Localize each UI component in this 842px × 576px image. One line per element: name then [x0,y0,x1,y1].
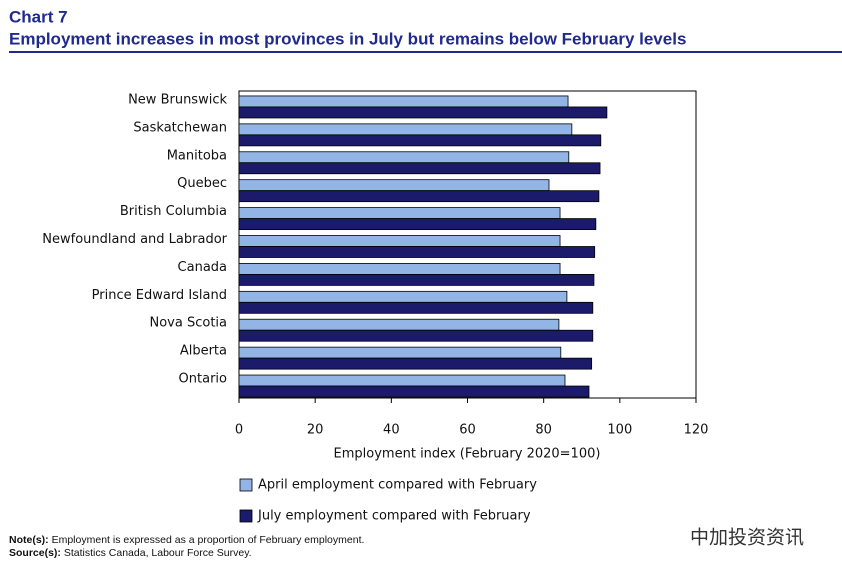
bar [238,301,594,314]
source-text: Statistics Canada, Labour Force Survey. [64,547,252,559]
x-tick-label: 60 [459,423,476,438]
y-tick-label: Ontario [179,372,227,387]
bar [238,123,573,136]
bar [238,246,596,258]
y-tick-label: Manitoba [167,148,227,163]
x-tick-label: 20 [307,423,324,438]
chart-subtitle: Employment increases in most provinces i… [9,29,686,48]
bar [238,151,570,164]
x-tick-label: 100 [607,423,632,438]
y-tick-label: Saskatchewan [133,120,227,135]
x-tick-label: 120 [684,423,709,438]
y-tick-label: Prince Edward Island [92,288,227,303]
x-axis-label: Employment index (February 2020=100) [334,447,601,462]
bar [238,190,600,203]
bar [238,95,569,108]
bar [238,207,561,219]
x-tick-label: 0 [235,423,243,438]
bar [238,134,602,147]
note: Note(s): Employment is expressed as a pr… [9,534,364,546]
bar [238,329,594,342]
source: Source(s): Statistics Canada, Labour For… [9,547,252,559]
bar [238,290,568,303]
bar [238,218,597,230]
note-label: Note(s): [9,534,49,546]
bar [238,374,566,387]
legend-label: July employment compared with February [257,509,531,524]
bar [238,346,562,359]
legend-label: April employment compared with February [258,478,537,493]
bar [238,357,593,370]
bar [238,179,550,192]
y-tick-label: New Brunswick [128,92,227,107]
x-tick-label: 80 [535,423,552,438]
chart-title: Chart 7 [9,7,68,26]
x-tick-label: 40 [383,423,400,438]
bar [238,318,560,331]
y-tick-label: Newfoundland and Labrador [42,232,227,247]
y-tick-label: Canada [178,260,227,275]
bar [238,274,595,286]
bar [238,385,590,398]
bar [238,263,561,275]
y-tick-label: Quebec [177,176,227,191]
watermark: 中加投资资讯 [690,527,804,549]
source-label: Source(s): [9,547,61,559]
note-text: Employment is expressed as a proportion … [52,534,365,546]
bar [238,162,601,175]
y-tick-label: Alberta [180,344,227,359]
bar [238,106,608,119]
y-tick-label: British Columbia [120,204,227,219]
bar [238,235,561,247]
legend-swatch [239,478,253,492]
y-tick-label: Nova Scotia [150,316,228,331]
legend-swatch [239,509,253,523]
